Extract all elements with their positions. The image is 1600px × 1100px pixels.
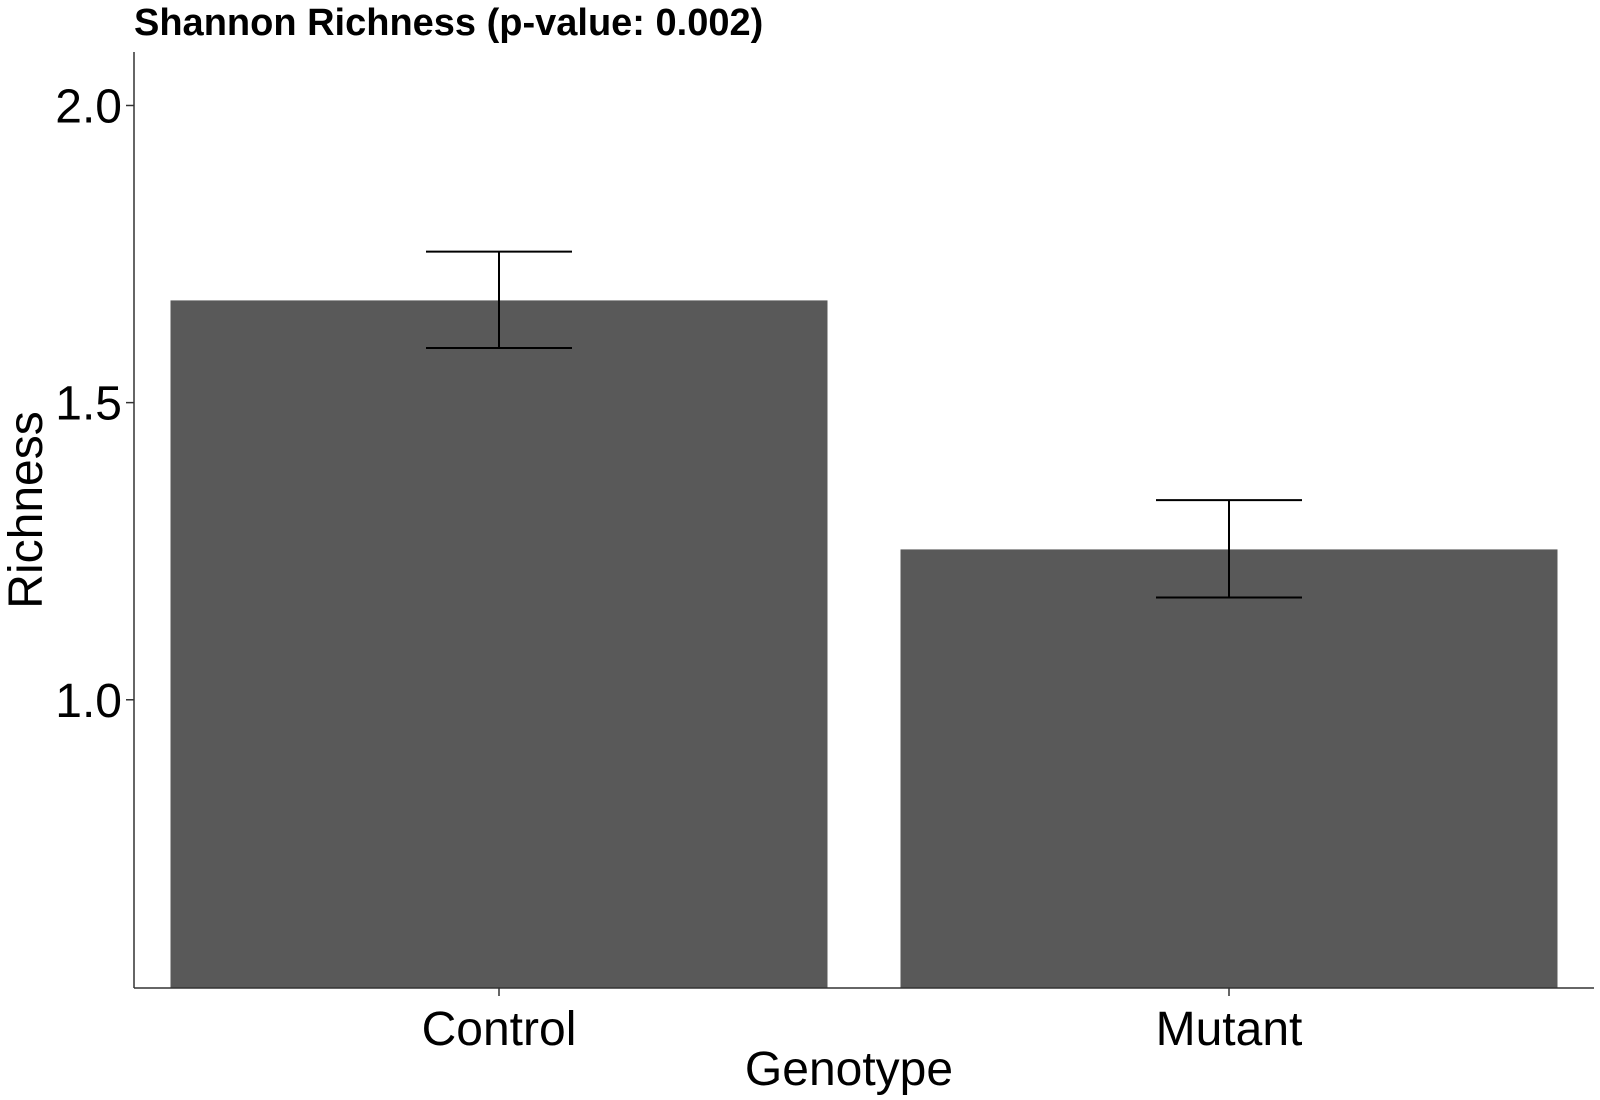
x-tick-label-control: Control xyxy=(422,1003,577,1056)
axes-layer xyxy=(133,52,1594,989)
y-tick-label: 1.5 xyxy=(55,378,122,431)
bar-control xyxy=(170,300,828,988)
y-tick-label: 2.0 xyxy=(55,80,122,133)
error-bar-mutant xyxy=(1156,499,1302,599)
x-ticks-layer: Control Mutant xyxy=(422,988,1303,1056)
y-axis-title: Richness xyxy=(0,411,53,608)
x-axis-title: Genotype xyxy=(745,1043,953,1096)
bar-mutant xyxy=(900,549,1558,988)
bars-layer xyxy=(170,300,1558,988)
error-bar-control xyxy=(426,250,572,349)
x-tick-label-mutant: Mutant xyxy=(1156,1003,1303,1056)
y-tick-label: 1.0 xyxy=(55,675,122,728)
error-bars-layer xyxy=(426,250,1302,599)
y-ticks-layer: 1.0 1.5 2.0 xyxy=(55,80,134,728)
chart-title: Shannon Richness (p-value: 0.002) xyxy=(134,2,763,44)
